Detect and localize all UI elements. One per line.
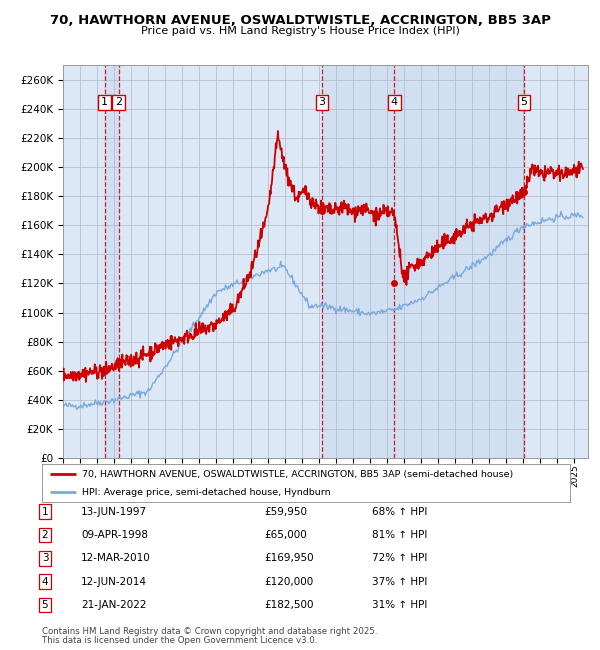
- Text: 1: 1: [41, 506, 49, 517]
- Text: 31% ↑ HPI: 31% ↑ HPI: [372, 600, 427, 610]
- Text: 4: 4: [41, 577, 49, 587]
- Text: 3: 3: [41, 553, 49, 564]
- Text: 13-JUN-1997: 13-JUN-1997: [81, 506, 147, 517]
- Bar: [394, 65, 524, 458]
- Bar: [322, 65, 394, 458]
- Text: 2: 2: [41, 530, 49, 540]
- Text: Price paid vs. HM Land Registry's House Price Index (HPI): Price paid vs. HM Land Registry's House …: [140, 26, 460, 36]
- Text: 21-JAN-2022: 21-JAN-2022: [81, 600, 146, 610]
- Text: 37% ↑ HPI: 37% ↑ HPI: [372, 577, 427, 587]
- Text: £169,950: £169,950: [264, 553, 314, 564]
- Text: 70, HAWTHORN AVENUE, OSWALDTWISTLE, ACCRINGTON, BB5 3AP: 70, HAWTHORN AVENUE, OSWALDTWISTLE, ACCR…: [50, 14, 550, 27]
- Text: £59,950: £59,950: [264, 506, 307, 517]
- Text: £65,000: £65,000: [264, 530, 307, 540]
- Text: 5: 5: [521, 98, 527, 107]
- Text: 12-MAR-2010: 12-MAR-2010: [81, 553, 151, 564]
- Text: 2: 2: [115, 98, 122, 107]
- Text: 81% ↑ HPI: 81% ↑ HPI: [372, 530, 427, 540]
- Text: £120,000: £120,000: [264, 577, 313, 587]
- Text: 3: 3: [319, 98, 325, 107]
- Text: This data is licensed under the Open Government Licence v3.0.: This data is licensed under the Open Gov…: [42, 636, 317, 645]
- Text: 1: 1: [101, 98, 108, 107]
- Text: 72% ↑ HPI: 72% ↑ HPI: [372, 553, 427, 564]
- Text: £182,500: £182,500: [264, 600, 314, 610]
- Text: Contains HM Land Registry data © Crown copyright and database right 2025.: Contains HM Land Registry data © Crown c…: [42, 627, 377, 636]
- Text: 5: 5: [41, 600, 49, 610]
- Bar: [105, 65, 119, 458]
- Text: 68% ↑ HPI: 68% ↑ HPI: [372, 506, 427, 517]
- Text: 4: 4: [391, 98, 398, 107]
- Text: HPI: Average price, semi-detached house, Hyndburn: HPI: Average price, semi-detached house,…: [82, 488, 330, 497]
- Text: 12-JUN-2014: 12-JUN-2014: [81, 577, 147, 587]
- Text: 09-APR-1998: 09-APR-1998: [81, 530, 148, 540]
- Text: 70, HAWTHORN AVENUE, OSWALDTWISTLE, ACCRINGTON, BB5 3AP (semi-detached house): 70, HAWTHORN AVENUE, OSWALDTWISTLE, ACCR…: [82, 470, 513, 479]
